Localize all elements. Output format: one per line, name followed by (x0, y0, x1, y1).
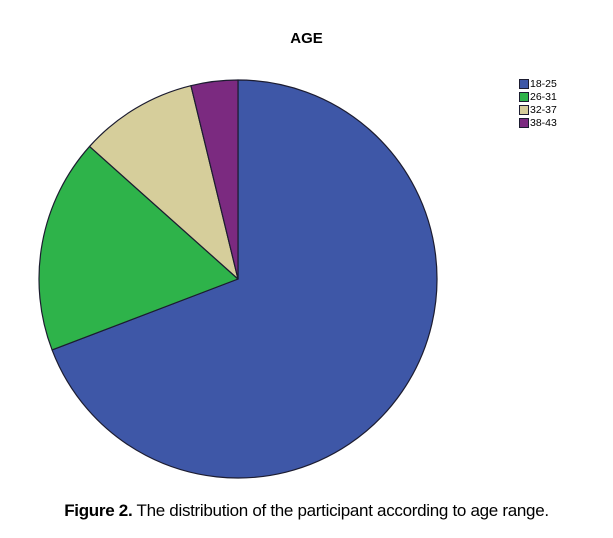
legend-item-38-43: 38-43 (519, 118, 557, 128)
figure-caption: Figure 2. The distribution of the partic… (0, 501, 613, 521)
legend-swatch-32-37 (519, 105, 529, 115)
legend-label-32-37: 32-37 (530, 104, 557, 116)
figure-caption-label: Figure 2. (64, 501, 133, 520)
pie-slice-18-25 (51, 79, 438, 479)
figure-caption-text: The distribution of the participant acco… (132, 501, 549, 520)
pie-slice-32-37 (88, 85, 239, 280)
legend-item-26-31: 26-31 (519, 92, 557, 102)
pie-chart (38, 79, 438, 479)
chart-title: AGE (290, 30, 323, 47)
legend: 18-25 26-31 32-37 38-43 (519, 79, 557, 131)
legend-item-18-25: 18-25 (519, 79, 557, 89)
legend-item-32-37: 32-37 (519, 105, 557, 115)
legend-label-26-31: 26-31 (530, 91, 557, 103)
pie-slice-26-31 (38, 145, 239, 351)
legend-label-18-25: 18-25 (530, 78, 557, 90)
pie-slice-38-43 (190, 79, 239, 280)
legend-swatch-18-25 (519, 79, 529, 89)
legend-swatch-26-31 (519, 92, 529, 102)
legend-label-38-43: 38-43 (530, 117, 557, 129)
legend-swatch-38-43 (519, 118, 529, 128)
